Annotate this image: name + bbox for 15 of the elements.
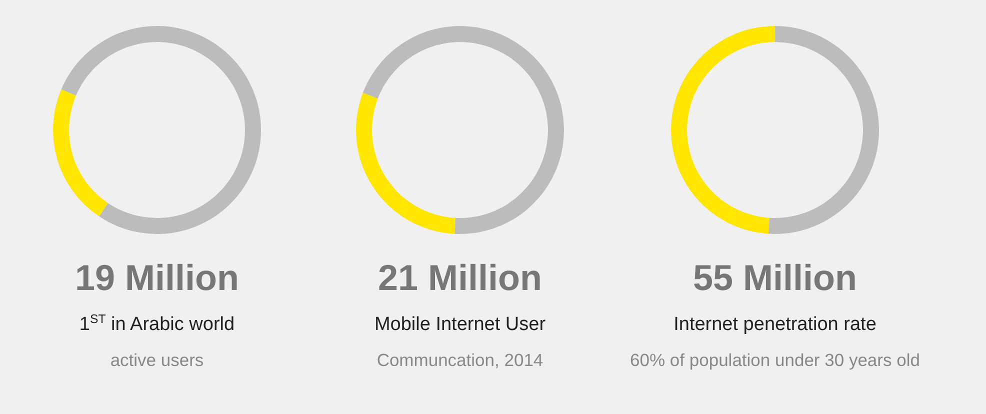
- donut-slice: [768, 26, 879, 234]
- text: 55 Million: [692, 257, 858, 298]
- donut-slice: [61, 26, 261, 234]
- donut-slice: [671, 26, 775, 234]
- donut-slice: [362, 26, 564, 234]
- text: 60% of population under 30 years old: [630, 350, 920, 370]
- donut-slice: [53, 89, 108, 216]
- text: Internet penetration rate: [674, 314, 876, 335]
- text: 1$^{ST}$ in Arabic world: [79, 312, 235, 335]
- donut-slice: [356, 92, 456, 234]
- text: 19 Million: [74, 257, 240, 298]
- text: 21 Million: [378, 257, 542, 298]
- text: active users: [110, 350, 204, 370]
- text: Communcation, 2014: [376, 350, 544, 370]
- text: Mobile Internet User: [374, 314, 546, 335]
